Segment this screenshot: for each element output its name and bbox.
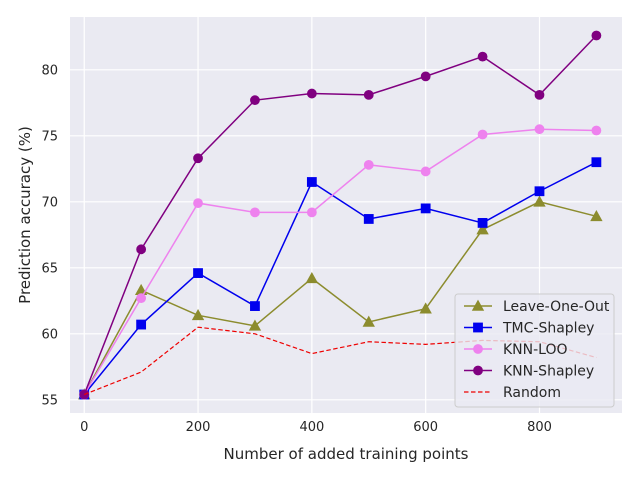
legend-item-leave-one-out: Leave-One-Out bbox=[464, 299, 610, 315]
series-leave-one-out bbox=[78, 195, 603, 400]
legend-label: KNN-LOO bbox=[503, 342, 568, 358]
data-point-knn-shapley bbox=[477, 51, 488, 62]
series-line-tmc-shapley bbox=[83, 161, 597, 395]
series-line-leave-one-out bbox=[83, 201, 597, 395]
data-point-leave-one-out bbox=[476, 223, 489, 235]
data-point-knn-shapley bbox=[363, 89, 374, 100]
x-tick-label: 200 bbox=[186, 420, 211, 435]
legend-marker bbox=[473, 322, 483, 333]
data-point-tmc-shapley bbox=[420, 203, 431, 214]
legend-item-knn-loo: KNN-LOO bbox=[464, 342, 568, 358]
data-point-knn-loo bbox=[420, 166, 431, 177]
data-point-tmc-shapley bbox=[477, 218, 488, 228]
legend-label: KNN-Shapley bbox=[503, 364, 594, 380]
data-point-knn-loo bbox=[250, 207, 260, 218]
x-axis-label: Number of added training points bbox=[224, 445, 469, 463]
series-knn-shapley bbox=[79, 30, 602, 400]
data-point-tmc-shapley bbox=[591, 157, 602, 168]
data-point-knn-loo bbox=[363, 159, 374, 170]
data-point-knn-shapley bbox=[591, 30, 602, 41]
data-point-knn-loo bbox=[534, 124, 545, 135]
legend-marker bbox=[471, 299, 485, 311]
series-tmc-shapley bbox=[79, 157, 602, 400]
legend-label: Leave-One-Out bbox=[503, 299, 610, 315]
series-line-knn-loo bbox=[83, 128, 597, 395]
x-tick-label: 600 bbox=[413, 420, 438, 435]
x-tick-label: 800 bbox=[527, 420, 552, 435]
series-line-knn-shapley bbox=[83, 34, 597, 395]
data-point-knn-shapley bbox=[250, 95, 260, 106]
data-point-leave-one-out bbox=[590, 209, 603, 222]
y-axis-label: Prediction accuracy (%) bbox=[16, 126, 34, 304]
data-point-leave-one-out bbox=[248, 319, 262, 331]
series-knn-loo bbox=[79, 124, 602, 400]
data-point-tmc-shapley bbox=[306, 177, 317, 187]
data-point-leave-one-out bbox=[362, 315, 375, 327]
legend-label: TMC-Shapley bbox=[502, 321, 594, 337]
legend: Leave-One-Out TMC-Shapley KNN-LOO KNN-Shapl… bbox=[454, 293, 615, 408]
data-point-knn-shapley bbox=[193, 153, 203, 164]
data-point-tmc-shapley bbox=[193, 268, 203, 278]
data-point-tmc-shapley bbox=[250, 301, 260, 311]
data-point-knn-shapley bbox=[534, 89, 545, 100]
legend-item-knn-shapley: KNN-Shapley bbox=[464, 364, 594, 380]
data-point-tmc-shapley bbox=[136, 319, 147, 330]
tick-labels: 0 200 400 600 800 55 60 65 70 75 80 bbox=[41, 63, 551, 435]
data-point-knn-loo bbox=[306, 207, 317, 218]
legend-marker bbox=[473, 365, 483, 376]
x-tick-label: 0 bbox=[80, 420, 88, 435]
legend-marker bbox=[473, 344, 483, 354]
data-point-knn-loo bbox=[193, 198, 203, 209]
data-point-tmc-shapley bbox=[534, 186, 545, 197]
y-tick-label: 75 bbox=[41, 129, 58, 144]
data-point-knn-shapley bbox=[136, 244, 147, 255]
data-point-knn-loo bbox=[136, 293, 147, 304]
data-point-knn-shapley bbox=[420, 71, 431, 82]
legend-item-random: Random bbox=[464, 385, 561, 401]
legend-label: Random bbox=[503, 385, 561, 401]
data-point-tmc-shapley bbox=[363, 214, 374, 224]
y-tick-label: 55 bbox=[41, 393, 58, 408]
data-point-leave-one-out bbox=[533, 195, 546, 207]
y-tick-label: 80 bbox=[41, 63, 58, 78]
y-tick-label: 60 bbox=[41, 327, 58, 342]
legend-item-tmc-shapley: TMC-Shapley bbox=[464, 321, 594, 337]
data-point-leave-one-out bbox=[305, 272, 319, 284]
data-point-leave-one-out bbox=[419, 302, 432, 314]
legend-box bbox=[454, 293, 615, 408]
y-tick-label: 65 bbox=[41, 261, 58, 276]
y-tick-label: 70 bbox=[41, 195, 58, 210]
data-point-leave-one-out bbox=[191, 308, 205, 321]
data-point-knn-loo bbox=[591, 125, 602, 136]
data-point-knn-shapley bbox=[306, 88, 317, 99]
data-point-knn-loo bbox=[477, 129, 488, 140]
x-tick-label: 400 bbox=[299, 420, 324, 435]
